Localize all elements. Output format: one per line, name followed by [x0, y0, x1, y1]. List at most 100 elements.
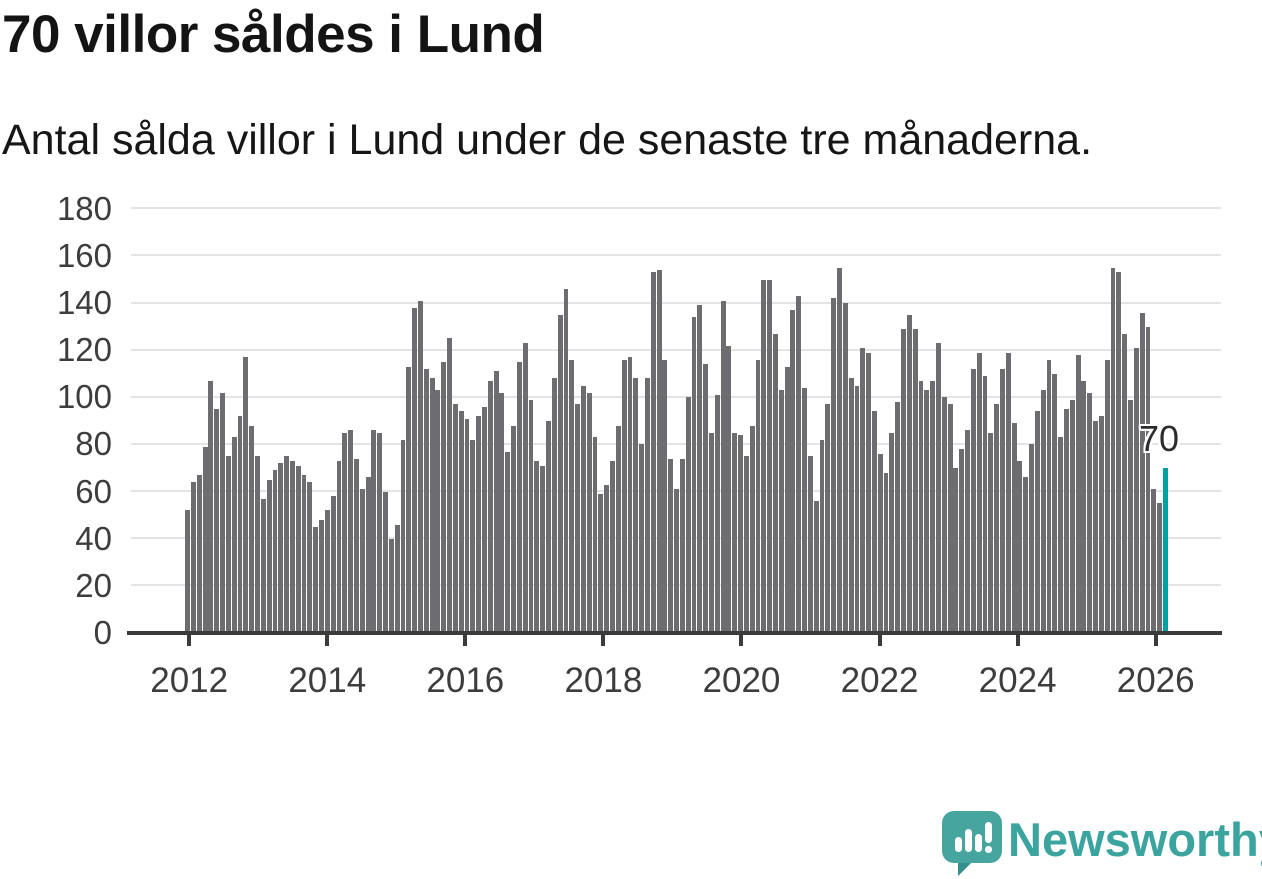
bar-month [778, 390, 784, 633]
bar-month [947, 404, 953, 633]
x-axis-tick-2016 [463, 635, 468, 646]
bar-month [575, 404, 581, 633]
bar-month [353, 458, 359, 633]
bar-month [656, 270, 662, 633]
x-axis-tick-2024 [1015, 635, 1020, 646]
bar-month [703, 364, 709, 633]
bar-month [388, 538, 394, 633]
bar-month [441, 362, 447, 633]
bar-month [918, 380, 924, 633]
bar-month [633, 378, 639, 633]
bar-month [1064, 409, 1069, 633]
bar-month [295, 465, 301, 633]
bar-month [185, 510, 191, 633]
bar-month [866, 352, 872, 633]
bar-month [1029, 444, 1034, 633]
bar-month [697, 305, 703, 633]
x-axis-tick-2014 [325, 635, 330, 646]
bar-month [528, 399, 534, 633]
chart-subtitle: Antal sålda villor i Lund under de senas… [2, 116, 1093, 164]
bar-month [249, 425, 255, 633]
bar-month [639, 444, 645, 633]
bar-month [889, 432, 895, 633]
bar-month [1145, 326, 1151, 633]
bar-month [650, 272, 656, 633]
bar-month [1139, 312, 1145, 633]
bar-month [877, 453, 883, 633]
bar-month [842, 303, 848, 633]
bar-month [610, 460, 615, 633]
bar-month [412, 307, 418, 633]
y-axis-label-180: 180 [56, 189, 112, 227]
bar-month [342, 432, 348, 633]
bar-month [1133, 347, 1139, 633]
latest-value-annotation: 70 [1139, 418, 1180, 459]
bar-month [307, 482, 313, 633]
bar-month [237, 416, 243, 633]
gridline-y-160 [131, 254, 1221, 257]
y-axis-label-0: 0 [93, 614, 112, 651]
x-axis-label-2020: 2020 [702, 661, 781, 700]
bar-month [714, 394, 720, 633]
y-axis-label-40: 40 [75, 519, 112, 557]
x-axis-label-2026: 2026 [1116, 661, 1195, 700]
bar-month [674, 489, 679, 633]
gridline-y-80 [131, 442, 1221, 445]
bar-month [906, 314, 912, 633]
bar-month [1151, 489, 1157, 633]
newsworthy-wordmark: Newsworthy [1008, 813, 1262, 866]
bar-month [790, 310, 796, 633]
y-axis-label-60: 60 [75, 472, 112, 510]
bar-month [965, 430, 970, 633]
bar-month [569, 359, 575, 633]
bar-month [1069, 399, 1075, 633]
x-axis-label-2016: 2016 [426, 661, 505, 700]
bar-month [1005, 352, 1011, 633]
bar-month [819, 439, 825, 633]
bar-month [371, 430, 377, 633]
bar-month [284, 456, 290, 633]
bar-month [883, 472, 889, 633]
bar-month [924, 390, 930, 633]
bar-month [604, 484, 610, 633]
bar-month [761, 279, 767, 633]
bar-month [976, 352, 982, 633]
x-axis-tick-2026 [1153, 635, 1158, 646]
bar-month [214, 409, 220, 633]
bar-month [319, 519, 324, 633]
x-axis-tick-2020 [739, 635, 744, 646]
bar-month [743, 456, 749, 633]
bar-month [941, 397, 947, 633]
bar-month [278, 463, 284, 633]
bar-month [516, 362, 522, 633]
bar-month [452, 404, 458, 633]
bar-month [511, 425, 516, 633]
bar-month [336, 460, 342, 633]
bar-month [685, 397, 691, 633]
bar-month [266, 479, 272, 633]
bar-month [260, 498, 266, 633]
bar-month [767, 279, 773, 633]
bar-month [330, 496, 336, 633]
y-axis-label-20: 20 [75, 566, 112, 604]
bar-month [522, 343, 528, 633]
bar-month [423, 369, 429, 633]
bar-month [586, 392, 592, 633]
bar-month [825, 404, 831, 633]
y-axis-label-140: 140 [56, 284, 112, 322]
y-axis-label-120: 120 [56, 331, 112, 369]
bar-month [580, 385, 586, 633]
gridline-y-100 [131, 395, 1221, 398]
bar-month [1081, 380, 1087, 633]
bar-month [563, 288, 569, 633]
bar-month [1023, 477, 1029, 633]
bar-month [1046, 359, 1052, 633]
bar-month [482, 406, 487, 633]
bar-month [994, 404, 1000, 633]
bar-month [1104, 359, 1110, 633]
x-axis-label-2018: 2018 [564, 661, 643, 700]
bar-month [1011, 423, 1017, 633]
bar-month [837, 267, 842, 633]
